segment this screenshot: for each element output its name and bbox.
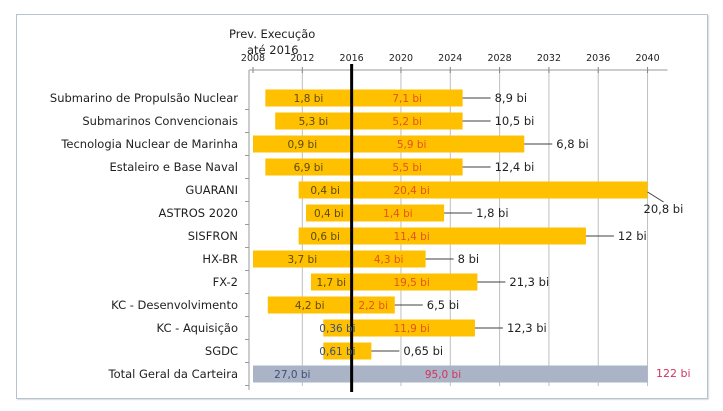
grand-total-label: 122 bi — [656, 367, 691, 380]
post-2016-label: 11,4 bi — [393, 231, 429, 243]
x-tick-label-2016: 2016 — [340, 53, 364, 64]
total-leader-line — [647, 191, 664, 203]
total-label: 12,4 bi — [495, 160, 535, 174]
total-label: 8 bi — [458, 252, 479, 266]
category-label: KC - Desenvolvimento — [111, 298, 238, 312]
pre-2016-label: 5,3 bi — [299, 116, 329, 128]
category-label: SGDC — [205, 344, 238, 358]
pre-2016-label: 4,2 bi — [295, 300, 325, 312]
pre-2016-label: 0,9 bi — [288, 139, 318, 151]
pre-2016-label: 3,7 bi — [288, 254, 318, 266]
post-2016-label: 5,5 bi — [392, 162, 422, 174]
annotation-line-2: até 2016 — [247, 43, 299, 57]
post-2016-label: 95,0 bi — [425, 369, 461, 381]
bar — [275, 112, 463, 130]
category-label: SISFRON — [188, 229, 238, 243]
post-2016-label: 2,2 bi — [358, 300, 388, 312]
post-2016-label: 4,3 bi — [374, 254, 404, 266]
total-label: 0,65 bi — [403, 344, 443, 358]
total-label: 6,8 bi — [556, 137, 588, 151]
y-axis: Submarino de Propulsão Nuclear Submarinos… — [50, 70, 250, 390]
bar — [323, 319, 475, 337]
total-label: 12,3 bi — [507, 321, 547, 335]
x-tick-label-2024: 2024 — [438, 53, 462, 64]
category-label: ASTROS 2020 — [159, 206, 238, 220]
category-label: HX-BR — [202, 252, 238, 266]
category-label: Estaleiro e Base Naval — [109, 160, 238, 174]
total-label: 12 bi — [618, 229, 647, 243]
total-label: 1,8 bi — [476, 206, 508, 220]
pre-2016-label: 0,61 bi — [319, 346, 355, 358]
pre-2016-label: 0,6 bi — [310, 231, 340, 243]
total-label: 21,3 bi — [509, 275, 549, 289]
post-2016-label: 1,4 bi — [383, 208, 413, 220]
pre-2016-label: 0,4 bi — [314, 208, 344, 220]
post-2016-label: 20,4 bi — [393, 185, 429, 197]
total-label: 20,8 bi — [644, 202, 684, 216]
post-2016-label: 7,1 bi — [392, 93, 422, 105]
category-label: Submarinos Convencionais — [82, 114, 238, 128]
total-label: 10,5 bi — [495, 114, 535, 128]
reference-annotation: Prev. Execução até 2016 — [229, 27, 315, 57]
bar — [253, 135, 525, 153]
category-label: GUARANI — [185, 183, 238, 197]
category-label: Total Geral da Carteira — [108, 367, 239, 381]
category-label: FX-2 — [213, 275, 238, 289]
category-label: Tecnologia Nuclear de Marinha — [60, 137, 238, 151]
post-2016-label: 11,9 bi — [393, 323, 429, 335]
x-tick-label-2028: 2028 — [488, 53, 512, 64]
bar — [265, 89, 463, 107]
bar — [306, 204, 445, 222]
bar — [323, 342, 372, 360]
pre-2016-label: 1,8 bi — [294, 93, 324, 105]
x-axis: 2008 2012 2016 2020 2024 2028 2032 2036 2040 — [241, 53, 668, 73]
total-label: 6,5 bi — [427, 298, 459, 312]
bar — [265, 158, 463, 176]
chart-frame — [16, 14, 708, 399]
x-tick-label-2020: 2020 — [389, 53, 413, 64]
x-tick-label-2032: 2032 — [537, 53, 561, 64]
pre-2016-label: 27,0 bi — [274, 369, 310, 381]
bar — [298, 181, 648, 199]
labels: 1,8 bi 7,1 bi 8,9 bi 5,3 bi 5,2 bi 10,5 bi 0,9… — [274, 91, 690, 381]
x-tick-label-2008: 2008 — [241, 53, 265, 64]
post-2016-label: 5,9 bi — [397, 139, 427, 151]
total-label: 8,9 bi — [495, 91, 527, 105]
pre-2016-label: 0,36 bi — [319, 323, 355, 335]
x-tick-label-2040: 2040 — [635, 53, 659, 64]
bar — [267, 296, 395, 314]
category-label: Submarino de Propulsão Nuclear — [50, 91, 238, 105]
x-tick-label-2036: 2036 — [586, 53, 610, 64]
pre-2016-label: 1,7 bi — [316, 277, 346, 289]
pre-2016-label: 6,9 bi — [294, 162, 324, 174]
category-label: KC - Aquisição — [157, 321, 238, 335]
x-tick-label-2012: 2012 — [290, 53, 314, 64]
post-2016-label: 19,5 bi — [393, 277, 429, 289]
bar — [298, 227, 586, 245]
pre-2016-label: 0,4 bi — [310, 185, 340, 197]
bar — [253, 250, 426, 268]
post-2016-label: 5,2 bi — [392, 116, 422, 128]
annotation-line-1: Prev. Execução — [229, 27, 315, 41]
